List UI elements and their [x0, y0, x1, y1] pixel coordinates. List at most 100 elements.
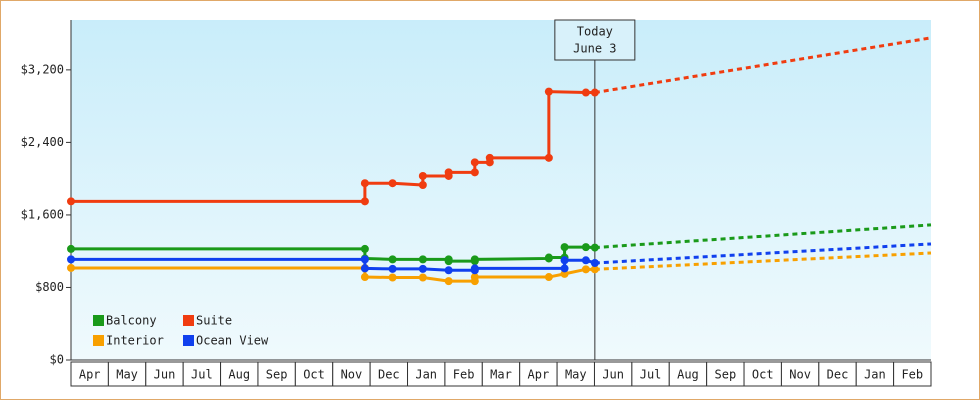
forecast-line: [594, 242, 932, 265]
point: [444, 168, 453, 177]
x-tick-label: Dec: [827, 368, 849, 382]
x-tick-cell: [481, 361, 521, 387]
point: [360, 255, 369, 264]
legend-swatch: [183, 315, 194, 326]
point: [418, 264, 427, 273]
x-tick-label: Jan: [415, 368, 437, 382]
point: [485, 153, 494, 162]
x-tick-cell: [220, 361, 259, 387]
x-tick-label: Jul: [191, 368, 213, 382]
x-tick-cell: [743, 361, 782, 387]
x-tick-label: Sep: [266, 368, 288, 382]
point: [418, 181, 427, 190]
x-tick-cell: [182, 361, 222, 387]
legend-label: Suite: [196, 314, 232, 328]
x-tick-label: Sep: [715, 368, 737, 382]
x-tick-label: Oct: [303, 368, 325, 382]
today-box: [554, 19, 636, 61]
point: [560, 256, 569, 265]
x-tick-cell: [631, 361, 670, 387]
x-tick-label: Aug: [677, 368, 699, 382]
point: [418, 171, 427, 180]
point: [581, 243, 590, 252]
point: [388, 264, 397, 273]
x-tick-label: Nov: [789, 368, 811, 382]
today-label: June 3: [573, 42, 616, 56]
point: [360, 197, 369, 206]
point: [470, 273, 479, 282]
forecast-line: [594, 223, 932, 250]
x-tick-cell: [332, 361, 371, 387]
point: [560, 264, 569, 273]
x-tick-label: Nov: [341, 368, 363, 382]
x-tick-label: Apr: [79, 368, 101, 382]
point: [388, 179, 397, 188]
point: [388, 273, 397, 282]
y-tick-label: $800: [35, 280, 64, 294]
point: [581, 265, 590, 274]
today-label: Today: [577, 25, 613, 39]
point: [544, 153, 553, 162]
point: [67, 244, 75, 253]
y-tick-label: $0: [50, 353, 64, 367]
legend-label: Balcony: [106, 314, 157, 328]
forecast-line: [594, 36, 932, 95]
x-tick-cell: [818, 361, 857, 387]
x-tick-label: Feb: [453, 368, 475, 382]
point: [581, 88, 590, 97]
x-tick-label: Feb: [901, 368, 923, 382]
x-tick-label: Aug: [228, 368, 250, 382]
x-tick-label: Apr: [528, 368, 550, 382]
x-tick-cell: [855, 361, 895, 387]
y-tick-label: $2,400: [21, 135, 64, 149]
point: [470, 168, 479, 177]
point: [470, 158, 479, 167]
x-tick-label: Dec: [378, 368, 400, 382]
y-tick-label: $3,200: [21, 62, 64, 76]
point: [360, 244, 369, 253]
plot-area: [71, 20, 931, 360]
x-tick-cell: [706, 361, 745, 387]
point: [67, 255, 75, 264]
x-tick-label: May: [565, 368, 587, 382]
point: [590, 243, 599, 252]
point: [544, 273, 553, 282]
legend-swatch: [183, 335, 194, 346]
x-tick-cell: [593, 361, 633, 387]
legend-swatch: [93, 335, 104, 346]
point: [590, 88, 599, 97]
point: [590, 258, 599, 267]
x-tick-label: Jun: [602, 368, 624, 382]
point: [470, 255, 479, 264]
y-tick-label: $1,600: [21, 207, 64, 221]
point: [67, 197, 75, 206]
x-tick-label: Jul: [640, 368, 662, 382]
series-line: [71, 90, 595, 203]
x-tick-cell: [107, 361, 147, 387]
point: [560, 243, 569, 252]
x-tick-cell: [780, 361, 820, 387]
legend-label: Ocean View: [196, 334, 269, 348]
point: [444, 257, 453, 266]
legend-label: Interior: [106, 334, 164, 348]
point: [544, 87, 553, 96]
x-tick-label: Mar: [490, 368, 512, 382]
point: [418, 273, 427, 282]
x-tick-cell: [519, 361, 558, 387]
x-tick-cell: [407, 361, 446, 387]
legend-swatch: [93, 315, 104, 326]
x-tick-label: May: [116, 368, 138, 382]
point: [581, 256, 590, 265]
x-tick-label: Jun: [154, 368, 176, 382]
x-tick-cell: [893, 361, 932, 387]
x-tick-label: Oct: [752, 368, 774, 382]
x-tick-cell: [145, 361, 184, 387]
point: [418, 255, 427, 264]
x-tick-label: Jan: [864, 368, 886, 382]
point: [388, 255, 397, 264]
point: [444, 277, 453, 286]
point: [470, 264, 479, 273]
point: [444, 266, 453, 275]
x-tick-cell: [70, 361, 109, 387]
